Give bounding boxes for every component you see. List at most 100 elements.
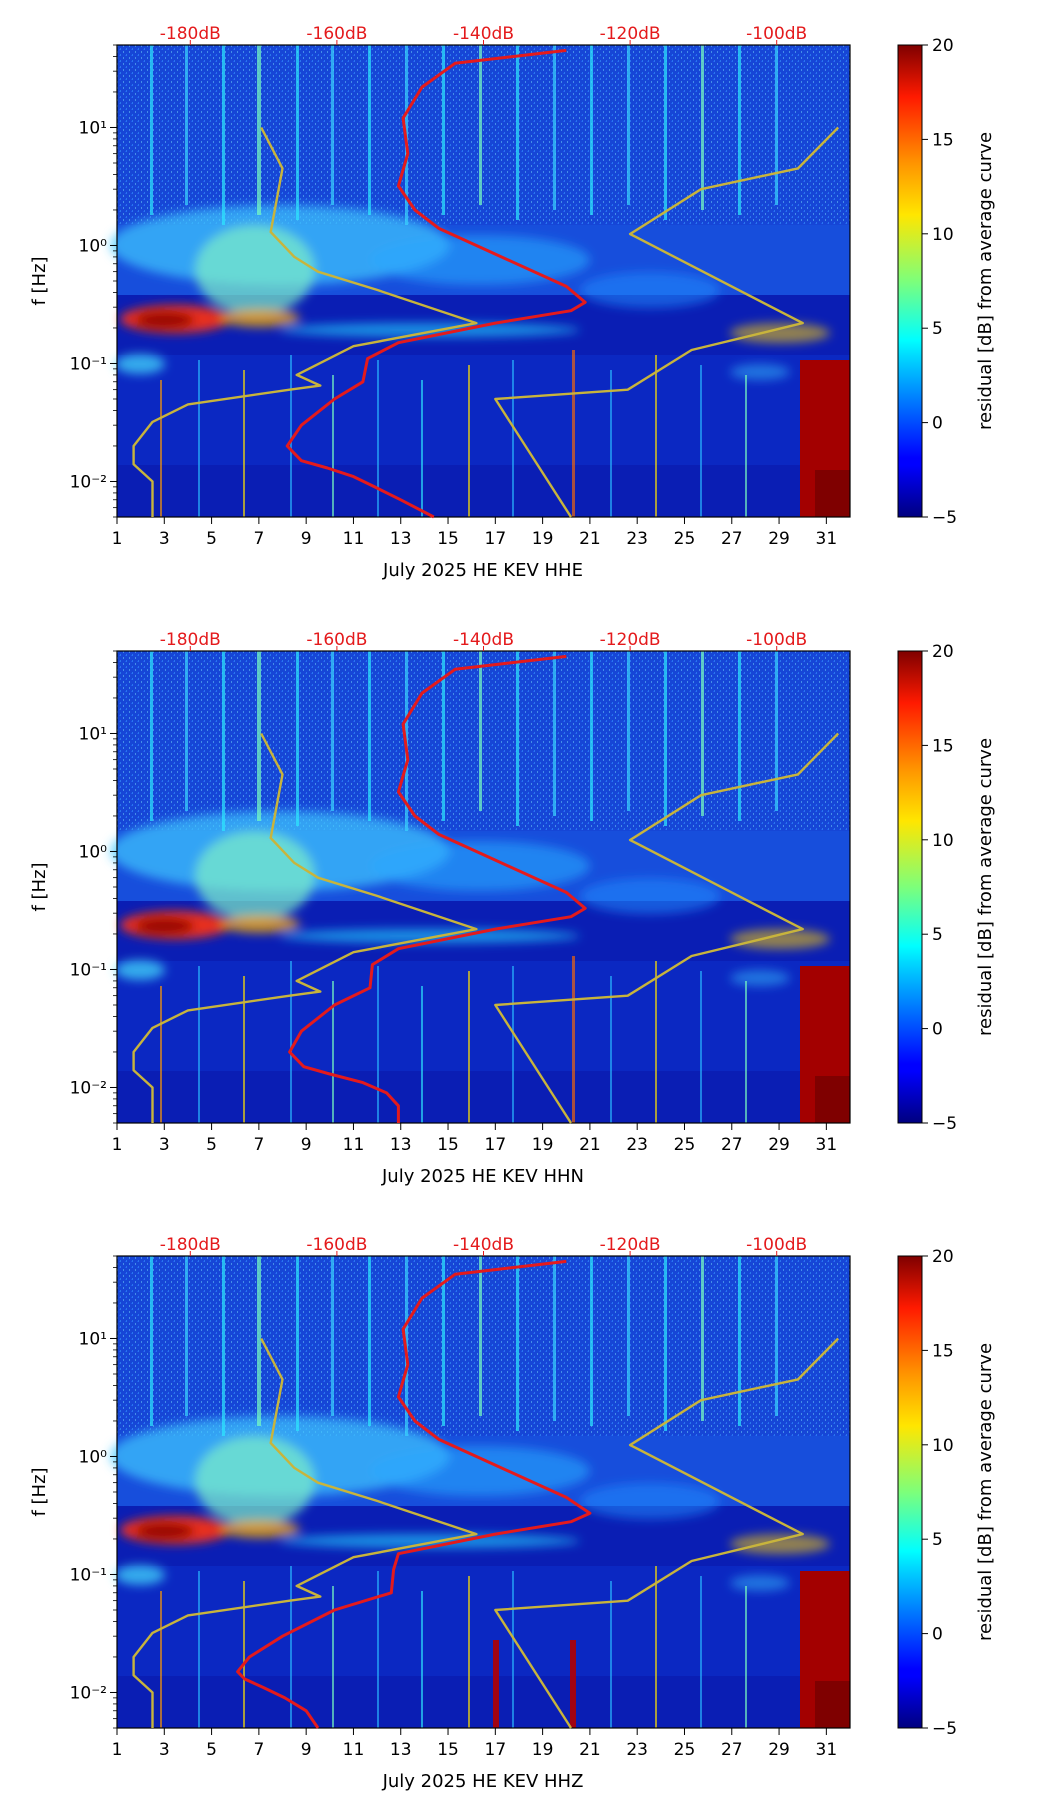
x-tick-label: 21 [579, 1135, 601, 1155]
colorbar-tick-label: 5 [932, 925, 943, 945]
y-tick-label: 10¹ [79, 724, 107, 744]
spectrogram-hhe [110, 45, 850, 517]
x-tick-label: 5 [206, 1135, 217, 1155]
colorbar-tick-label: 5 [932, 319, 943, 339]
x-tick-label: 19 [532, 1135, 554, 1155]
colorbar-label: residual [dB] from average curve [975, 132, 996, 430]
x-tick-label: 19 [532, 1740, 554, 1760]
x-tick-label: 15 [437, 1740, 459, 1760]
x-tick-label: 11 [343, 1740, 365, 1760]
x-tick-label: 23 [626, 529, 648, 549]
x-tick-label: 29 [768, 529, 790, 549]
colorbar-tick-label: 15 [932, 130, 954, 150]
y-tick-label: 10⁻¹ [70, 354, 107, 374]
x-axis-label: July 2025 HE KEV HHE [382, 560, 583, 581]
colorbar-tick-label: −5 [932, 508, 957, 528]
y-tick-label: 10⁻² [70, 472, 107, 492]
x-tick-label: 11 [343, 1135, 365, 1155]
colorbar-tick-label: 15 [932, 736, 954, 756]
x-tick-label: 1 [112, 529, 123, 549]
curve-low-noise-model [132, 732, 478, 1123]
x-tick-label: 7 [253, 1740, 264, 1760]
y-tick-label: 10⁻² [70, 1683, 107, 1703]
x-tick-label: 21 [579, 529, 601, 549]
x-tick-label: 17 [485, 529, 507, 549]
top-db-label: -100dB [746, 1235, 807, 1255]
x-tick-label: 5 [206, 529, 217, 549]
x-tick-label: 13 [390, 529, 412, 549]
colorbar-tick-label: 0 [932, 1625, 943, 1645]
top-db-labels: -180dB -160dB -140dB -120dB -100dB [160, 24, 807, 45]
top-db-label: -100dB [746, 24, 807, 44]
x-tick-label: 13 [390, 1740, 412, 1760]
y-axis-ticks: 10⁻² 10⁻¹ 10⁰ 10¹ [70, 650, 117, 1124]
x-tick-label: 21 [579, 1740, 601, 1760]
colorbar: −5 0 5 10 15 20 residual [dB] from average cu… [897, 1247, 996, 1739]
x-tick-label: 3 [159, 1740, 170, 1760]
x-tick-label: 3 [159, 1135, 170, 1155]
x-tick-label: 31 [816, 1740, 838, 1760]
x-tick-label: 15 [437, 529, 459, 549]
y-tick-label: 10⁰ [79, 236, 108, 256]
x-tick-label: 23 [626, 1740, 648, 1760]
y-tick-label: 10⁻² [70, 1078, 107, 1098]
x-tick-label: 25 [674, 1740, 696, 1760]
x-tick-label: 29 [768, 1740, 790, 1760]
colorbar-tick-label: 0 [932, 414, 943, 434]
colorbar-tick-label: 10 [932, 225, 954, 245]
curve-average-psd [285, 48, 587, 519]
top-db-label: -180dB [160, 24, 221, 44]
colorbar-tick-label: 10 [932, 831, 954, 851]
top-db-label: -140dB [453, 630, 514, 650]
curve-high-noise-model [494, 126, 840, 518]
top-db-label: -180dB [160, 630, 221, 650]
colorbar-tick-label: 20 [932, 642, 954, 662]
x-tick-label: 13 [390, 1135, 412, 1155]
x-tick-label: 9 [301, 1740, 312, 1760]
top-db-label: -160dB [306, 1235, 367, 1255]
y-axis-ticks: 10⁻² 10⁻¹ 10⁰ 10¹ [70, 1255, 117, 1729]
colorbar-ticks: −5 0 5 10 15 20 [922, 642, 957, 1134]
colorbar-ticks: −5 0 5 10 15 20 [922, 36, 957, 528]
top-db-label: -140dB [453, 24, 514, 44]
x-tick-label: 23 [626, 1135, 648, 1155]
colorbar-tick-label: 10 [932, 1436, 954, 1456]
y-tick-label: 10⁻¹ [70, 960, 107, 980]
top-db-labels: -180dB -160dB -140dB -120dB -100dB [160, 1235, 807, 1256]
y-axis-label: f [Hz] [29, 1467, 50, 1516]
y-axis-label: f [Hz] [29, 256, 50, 305]
colorbar-tick-label: 20 [932, 1247, 954, 1267]
panel-hhz: 1 3 5 7 9 11 13 15 17 19 21 23 25 27 29 31 10⁻²10⁻¹10⁰1… [29, 1235, 996, 1792]
x-tick-label: 9 [301, 1135, 312, 1155]
y-tick-label: 10⁰ [79, 1447, 108, 1467]
colorbar-tick-label: 0 [932, 1020, 943, 1040]
x-tick-label: 15 [437, 1135, 459, 1155]
x-tick-label: 5 [206, 1740, 217, 1760]
top-db-labels: -180dB -160dB -140dB -120dB -100dB [160, 630, 807, 651]
colorbar-tick-label: 15 [932, 1341, 954, 1361]
x-tick-label: 27 [721, 1135, 743, 1155]
x-tick-label: 19 [532, 529, 554, 549]
top-db-label: -100dB [746, 630, 807, 650]
x-axis-ticks: 1 3 5 7 9 11 13 15 17 19 21 23 25 27 29 31 [112, 517, 838, 549]
colorbar-ticks: −5 0 5 10 15 20 [922, 1247, 957, 1739]
x-tick-label: 17 [485, 1740, 507, 1760]
colorbar-tick-label: −5 [932, 1719, 957, 1739]
curve-high-noise-model [494, 1337, 840, 1729]
top-db-label: -160dB [306, 24, 367, 44]
spectrogram-hhn [110, 651, 850, 1123]
x-tick-label: 7 [253, 529, 264, 549]
y-axis-ticks: 10⁻² 10⁻¹ 10⁰ 10¹ [70, 44, 117, 518]
colorbar: −5 0 5 10 15 20 residual [dB] from average cu… [897, 36, 996, 528]
colorbar-tick-label: −5 [932, 1114, 957, 1134]
x-tick-label: 31 [816, 529, 838, 549]
x-tick-label: 7 [253, 1135, 264, 1155]
curve-low-noise-model [132, 126, 478, 517]
x-tick-label: 25 [674, 1135, 696, 1155]
x-tick-label: 27 [721, 1740, 743, 1760]
top-db-label: -120dB [600, 1235, 661, 1255]
top-db-label: -180dB [160, 1235, 221, 1255]
x-tick-label: 1 [112, 1135, 123, 1155]
y-tick-label: 10¹ [79, 1329, 107, 1349]
x-axis-label: July 2025 HE KEV HHZ [382, 1771, 584, 1792]
